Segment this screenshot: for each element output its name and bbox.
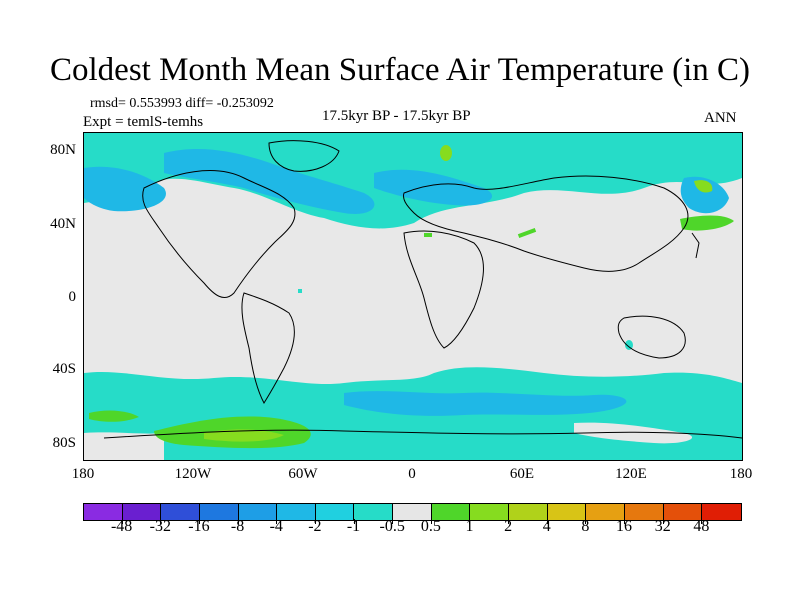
colorbar-swatch [161, 504, 200, 520]
rmsd-diff-text: rmsd= 0.553993 diff= -0.253092 [90, 96, 274, 111]
world-map [83, 132, 743, 461]
colorbar-label: 2 [504, 518, 513, 535]
lon-label-60e: 60E [509, 466, 535, 482]
colorbar-swatch [277, 504, 316, 520]
colorbar-label: -16 [188, 518, 210, 535]
colorbar-swatch [199, 504, 239, 520]
colorbar-tick [314, 519, 316, 524]
colorbar-label: 16 [616, 518, 633, 535]
colorbar-swatch [509, 504, 548, 520]
colorbar-swatch [624, 504, 664, 520]
colorbar-tick [198, 519, 200, 524]
colorbar-tick [624, 519, 626, 524]
colorbar-tick [121, 519, 123, 524]
period-label: 17.5kyr BP - 17.5kyr BP [322, 108, 471, 124]
lon-label-180e: 180 [729, 466, 753, 482]
coastlines [103, 140, 742, 439]
colorbar-label: 48 [693, 518, 710, 535]
lon-label-60w: 60W [288, 466, 318, 482]
lat-label-40s: 40S [52, 361, 76, 377]
colorbar-label: 32 [654, 518, 671, 535]
colorbar-tick [353, 519, 355, 524]
colorbar-tick [508, 519, 510, 524]
colorbar-label: -2 [308, 518, 322, 535]
colorbar-label: -0.5 [379, 518, 405, 535]
lon-label-120w: 120W [174, 466, 212, 482]
colorbar-swatch [431, 504, 471, 520]
lat-label-80n: 80N [50, 142, 76, 158]
lat-label-40n: 40N [50, 216, 76, 232]
lon-label-0: 0 [408, 466, 416, 482]
colorbar-swatch [547, 504, 587, 520]
colorbar-swatch [586, 504, 625, 520]
colorbar-tick [237, 519, 239, 524]
lat-label-0: 0 [68, 289, 77, 305]
colorbar-swatch [84, 504, 123, 520]
colorbar-swatch [315, 504, 355, 520]
colorbar-label: -4 [269, 518, 283, 535]
experiment-label: Expt = temlS-temhs [83, 114, 204, 130]
colorbar-label: -48 [110, 518, 133, 535]
colorbar-label: -8 [230, 518, 245, 535]
colorbar-swatch [702, 504, 741, 520]
colorbar-swatch [122, 504, 162, 520]
lon-label-120e: 120E [615, 466, 647, 482]
colorbar-label: 4 [542, 518, 551, 535]
colorbar-tick [430, 519, 432, 524]
colorbar-label: -1 [346, 518, 361, 535]
colorbar-tick [701, 519, 703, 524]
colorbar-label: -32 [149, 518, 171, 535]
lon-label-180w: 180 [71, 466, 95, 482]
colorbar-swatch [470, 504, 510, 520]
colorbar-label: 1 [465, 518, 474, 535]
colorbar-swatch [238, 504, 278, 520]
colorbar [83, 503, 742, 521]
season-label: ANN [704, 110, 737, 126]
colorbar-swatch [663, 504, 703, 520]
colorbar-swatch [354, 504, 394, 520]
plot-title: Coldest Month Mean Surface Air Temperatu… [50, 52, 750, 88]
colorbar-tick [469, 519, 471, 524]
colorbar-tick [546, 519, 548, 524]
colorbar-tick [160, 519, 162, 524]
colorbar-label: 8 [581, 518, 590, 535]
northern-anomaly-field [84, 133, 742, 231]
scattered-anomaly-patches [298, 228, 633, 350]
colorbar-label: 0.5 [420, 518, 441, 535]
colorbar-tick [392, 519, 394, 524]
colorbar-swatch [393, 504, 432, 520]
colorbar-tick [276, 519, 278, 524]
lat-label-80s: 80S [52, 435, 76, 451]
colorbar-tick [585, 519, 587, 524]
southern-anomaly-field [84, 367, 742, 460]
colorbar-tick [662, 519, 664, 524]
